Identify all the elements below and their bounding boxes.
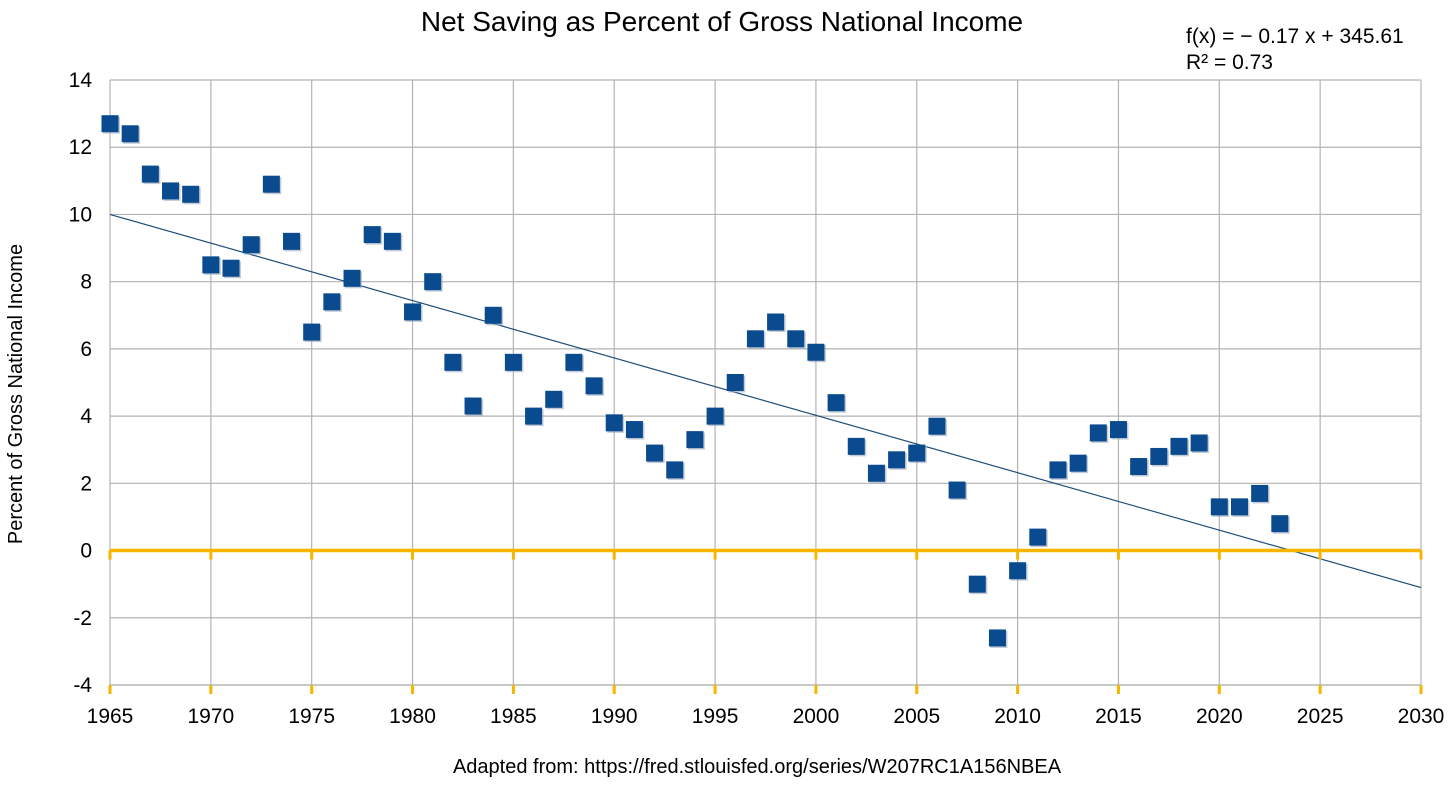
y-tick-label: -4 [73,674,92,697]
grid-layer [109,79,1422,686]
data-point [686,431,704,449]
data-point [565,353,583,371]
trendline [109,213,1422,589]
data-point [242,236,260,254]
data-point [948,481,966,499]
data-point [585,377,603,395]
data-point [928,417,946,435]
data-point [283,232,301,250]
x-tick-label: 2020 [1196,705,1243,728]
data-point [888,451,906,469]
data-point [908,444,926,462]
data-point [1029,528,1047,546]
data-point [262,175,280,193]
data-point [383,232,401,250]
trendline-equation: f(x) = − 0.17 x + 345.61 [1186,25,1404,48]
x-tick-labels: 1965 1970 1975 1980 1985 1990 1995 2000 2005 2010… [87,705,1445,728]
y-tick-label: 4 [80,405,92,428]
points-layer [101,115,1290,648]
data-point [1049,461,1067,479]
data-point [363,226,381,244]
data-point [847,437,865,455]
data-point [303,323,321,341]
data-point [222,259,240,277]
zero-line-layer [108,548,1423,694]
data-point [646,444,664,462]
x-tick-label: 1970 [187,705,234,728]
data-point [121,125,139,143]
x-tick-label: 1965 [87,705,134,728]
data-point [101,115,119,133]
data-point [525,407,543,425]
x-tick-label: 1995 [692,705,739,728]
y-tick-label: 10 [69,203,92,226]
data-point [767,313,785,331]
data-point [1271,515,1289,533]
data-point [746,330,764,348]
data-point [1130,458,1148,476]
data-point [182,185,200,203]
data-point [424,273,442,291]
data-point [1210,498,1228,516]
x-tick-label: 2010 [994,705,1041,728]
x-tick-label: 2015 [1095,705,1142,728]
data-point [343,269,361,287]
data-point [666,461,684,479]
data-point [1009,562,1027,580]
data-point [726,374,744,391]
data-point [484,306,502,324]
data-point [1069,454,1087,472]
y-tick-label: -2 [73,607,92,630]
x-tick-label: 1990 [591,705,638,728]
trendline-r-squared: R² = 0.73 [1186,51,1273,74]
y-tick-label: 6 [80,338,92,361]
data-point [202,256,220,274]
trendline-layer [109,213,1422,589]
x-tick-label: 2000 [793,705,840,728]
data-point [141,165,159,183]
y-tick-labels: -4 -2 0 2 4 6 8 10 12 14 [69,69,93,697]
data-point [1089,424,1107,442]
x-tick-label: 1980 [389,705,436,728]
chart-title: Net Saving as Percent of Gross National … [421,6,1023,37]
y-axis-label: Percent of Gross National Income [5,244,27,544]
y-tick-label: 2 [80,472,92,495]
x-tick-label: 2030 [1398,705,1445,728]
data-point [444,353,462,371]
x-tick-label: 1975 [288,705,335,728]
data-point [827,394,845,412]
x-tick-label: 2025 [1297,705,1344,728]
data-point [1190,434,1208,452]
data-point [1109,421,1127,439]
data-point [1251,484,1269,502]
data-point [605,414,623,432]
data-point [504,353,522,371]
data-point [404,303,422,321]
data-point [1230,498,1248,516]
data-point [988,629,1006,647]
data-point [968,575,986,593]
source-note: Adapted from: https://fred.stlouisfed.or… [453,756,1062,778]
data-point [323,293,341,311]
data-point [706,407,724,425]
data-point [787,330,805,348]
y-tick-label: 14 [69,69,93,92]
data-point [807,343,825,361]
data-point [162,182,180,200]
y-tick-label: 0 [80,540,92,563]
data-point [625,421,643,439]
data-point [464,397,482,415]
x-tick-label: 2005 [893,705,940,728]
y-tick-label: 12 [69,136,92,159]
data-point [867,464,885,482]
x-tick-label: 1985 [490,705,537,728]
y-tick-label: 8 [80,271,92,294]
data-point [545,390,563,408]
data-point [1150,447,1168,465]
data-point [1170,437,1188,455]
